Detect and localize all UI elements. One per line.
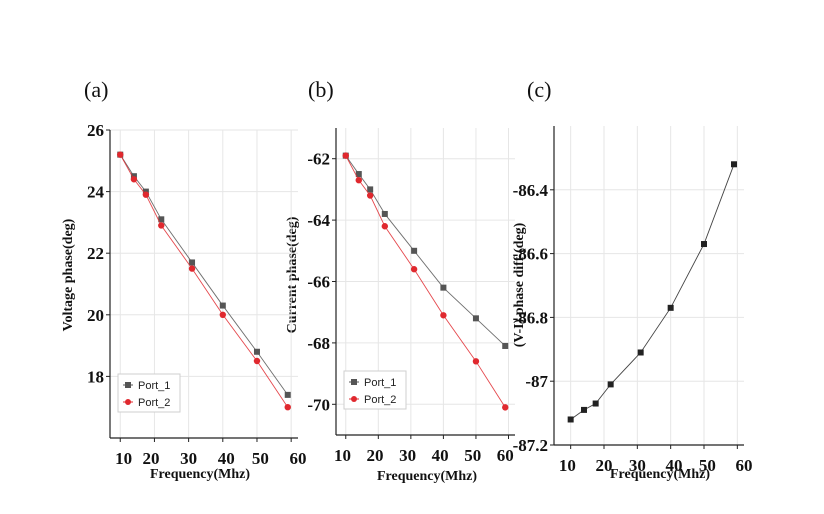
legend-label: Port_2 xyxy=(364,394,396,406)
data-point xyxy=(567,416,574,423)
ylabel-a: Voltage phase(deg) xyxy=(61,218,76,331)
y-tick-label: -70 xyxy=(307,395,330,414)
y-tick-label: -87 xyxy=(525,372,548,391)
plot-1: 10 20 30 40 50 60 -62 -64 -66 -68 -70 Port_1 Port_2 xyxy=(307,128,515,465)
data-point xyxy=(701,241,707,248)
legend-box xyxy=(117,373,181,413)
x-tick-label: 10 xyxy=(115,449,132,468)
data-point xyxy=(158,222,165,229)
y-tick-label: -68 xyxy=(307,334,330,353)
panel-label-b: (b) xyxy=(308,77,334,102)
data-point xyxy=(731,161,737,168)
y-tick-label: -66 xyxy=(307,273,330,292)
data-point xyxy=(410,266,418,273)
y-tick-label: 24 xyxy=(87,183,105,202)
legend: Port_1 Port_2 xyxy=(117,373,181,413)
data-point xyxy=(188,265,196,272)
ylabel-b: Current phase(deg) xyxy=(285,216,300,333)
x-tick-label: 50 xyxy=(252,449,269,468)
y-tick-label: 26 xyxy=(87,121,104,140)
data-point xyxy=(440,312,447,319)
data-point xyxy=(284,391,291,398)
data-point xyxy=(366,192,374,199)
x-tick-label: 60 xyxy=(736,456,753,475)
y-tick-label: -87.2 xyxy=(513,436,548,455)
y-tick-label: -62 xyxy=(307,150,330,169)
legend: Port_1 Port_2 xyxy=(343,370,407,410)
y-tick-label: 22 xyxy=(87,244,104,263)
x-tick-label: 10 xyxy=(334,446,351,465)
y-tick-label: -86.6 xyxy=(513,245,548,264)
data-point xyxy=(592,400,599,407)
y-tick-label: -86.4 xyxy=(513,181,549,200)
data-point xyxy=(253,357,261,365)
legend-box xyxy=(343,370,407,410)
x-tick-label: 20 xyxy=(596,456,613,475)
x-tick-label: 20 xyxy=(367,446,384,465)
legend-swatch-marker xyxy=(351,396,357,402)
xlabel-c: Frequency(Mhz) xyxy=(610,467,710,482)
data-point xyxy=(472,315,479,322)
plot-0: 10 20 30 40 50 60 18 20 22 24 26 Port_1 Port_2 xyxy=(87,121,307,468)
x-tick-label: 10 xyxy=(559,456,576,475)
series-line-port-1 xyxy=(345,155,506,347)
data-point xyxy=(117,151,124,158)
panel-label-c: (c) xyxy=(527,77,551,102)
data-point xyxy=(411,247,418,254)
panel-label-a: (a) xyxy=(84,77,108,102)
ylabel-c: (V-I) phase diff (deg) xyxy=(512,222,527,347)
data-point xyxy=(637,349,644,356)
y-tick-label: -86.8 xyxy=(513,308,548,327)
y-tick-label: -64 xyxy=(307,211,330,230)
x-tick-label: 20 xyxy=(143,449,160,468)
data-point xyxy=(472,358,480,365)
data-point xyxy=(355,171,362,178)
legend-label: Port_1 xyxy=(138,380,170,392)
series-line-port-2 xyxy=(119,154,289,408)
data-point xyxy=(355,176,362,184)
x-tick-label: 50 xyxy=(699,456,716,475)
data-point xyxy=(367,186,374,193)
xlabel-b: Frequency(Mhz) xyxy=(377,469,477,484)
data-point xyxy=(607,381,614,388)
data-point xyxy=(142,191,150,198)
data-point xyxy=(219,302,226,309)
x-tick-label: 50 xyxy=(464,446,481,465)
x-tick-label: 60 xyxy=(497,446,514,465)
legend-swatch-marker xyxy=(351,379,357,385)
data-point xyxy=(130,176,138,183)
data-point xyxy=(158,216,165,223)
legend-swatch-marker xyxy=(125,382,131,388)
data-point xyxy=(581,406,587,413)
y-tick-label: 18 xyxy=(87,367,104,386)
data-point xyxy=(342,152,349,159)
plot-2: 10 20 30 40 50 60 -87.2 -87 -86.8 -86.6 -86.4 xyxy=(513,126,753,475)
x-tick-label: 60 xyxy=(290,449,307,468)
data-point xyxy=(667,304,674,311)
x-tick-label: 40 xyxy=(218,449,235,468)
data-point xyxy=(502,404,509,411)
x-tick-label: 30 xyxy=(180,449,197,468)
data-point xyxy=(502,342,509,349)
x-tick-label: 40 xyxy=(432,446,449,465)
data-point xyxy=(189,259,196,266)
y-tick-label: 20 xyxy=(87,306,104,325)
data-point xyxy=(440,284,447,291)
data-point xyxy=(381,210,388,217)
data-point xyxy=(253,348,260,355)
data-point xyxy=(381,223,389,230)
legend-swatch-marker xyxy=(125,399,131,405)
x-tick-label: 40 xyxy=(666,456,683,475)
legend-label: Port_1 xyxy=(364,377,396,389)
data-point xyxy=(219,311,226,318)
x-tick-label: 30 xyxy=(629,456,646,475)
xlabel-a: Frequency(Mhz) xyxy=(150,467,250,482)
legend-label: Port_2 xyxy=(138,397,170,409)
data-point xyxy=(284,404,291,411)
x-tick-label: 30 xyxy=(399,446,416,465)
